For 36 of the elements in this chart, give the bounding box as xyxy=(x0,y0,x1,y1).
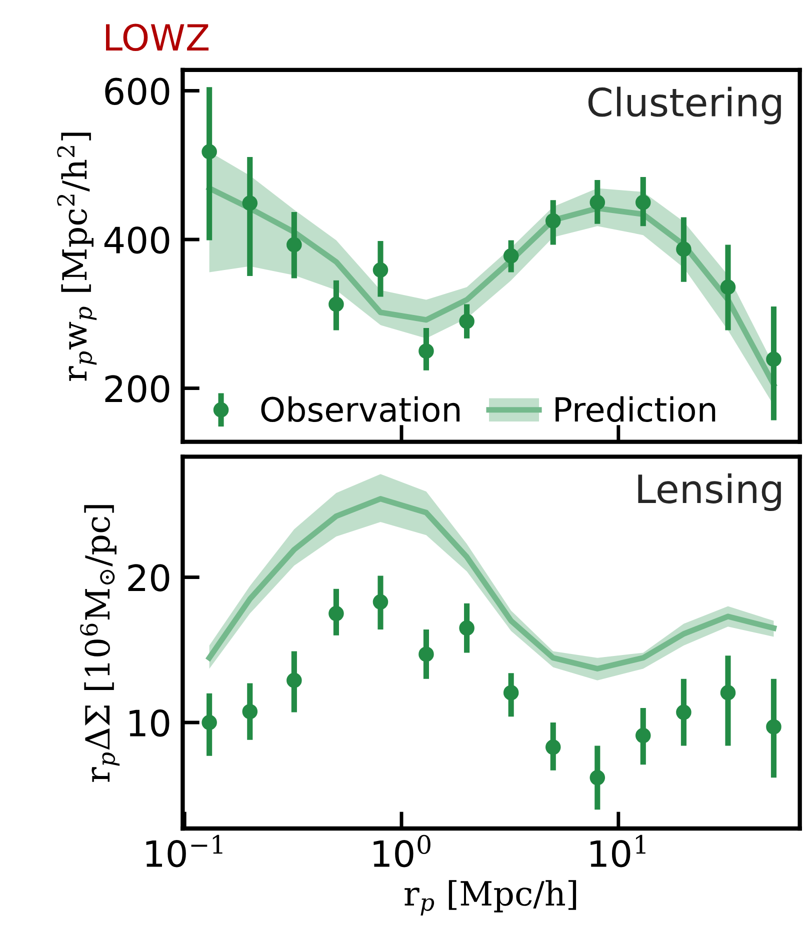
legend-label: Prediction xyxy=(556,396,716,422)
point xyxy=(720,279,736,295)
y-tick-label: 10 xyxy=(130,709,170,737)
point xyxy=(242,195,258,211)
point xyxy=(676,704,692,720)
y-tick-label: 400 xyxy=(104,226,170,254)
point xyxy=(545,213,561,229)
point xyxy=(676,242,692,257)
point xyxy=(590,194,606,210)
point xyxy=(372,594,388,610)
point xyxy=(545,740,561,755)
legend-label: Observation xyxy=(261,396,460,422)
text: r$_{p}$w$_{p}$ [Mpc$^{2}$/h$^{2}$] xyxy=(57,132,97,381)
y-tick-label: 20 xyxy=(128,564,170,592)
point xyxy=(503,685,519,700)
x-tick-label: 10$^{−1}$ xyxy=(146,834,222,868)
annotation: Clustering xyxy=(588,86,781,124)
x-tick-label: 10$^{0}$ xyxy=(374,834,430,868)
y-tick-label: 600 xyxy=(105,78,170,106)
point xyxy=(590,770,606,786)
x-axis-title: r$_{p}$ [Mpc/h] xyxy=(404,880,576,916)
point xyxy=(372,262,388,278)
point xyxy=(242,704,258,720)
point xyxy=(328,296,344,312)
point xyxy=(459,620,474,636)
annotation: Lensing xyxy=(638,473,781,512)
point xyxy=(286,672,302,688)
point xyxy=(286,237,302,252)
y-axis-title: r$_{p}$ΔΣ [10$^{6}$M$_{⊙}$/pc] xyxy=(80,505,120,782)
point xyxy=(328,606,344,622)
point xyxy=(459,314,474,329)
y-tick-label: 200 xyxy=(105,375,170,402)
x-tick-label: 10$^{1}$ xyxy=(590,834,646,868)
point xyxy=(720,685,736,700)
point xyxy=(503,248,519,264)
chart-title: LOWZ xyxy=(106,24,209,52)
